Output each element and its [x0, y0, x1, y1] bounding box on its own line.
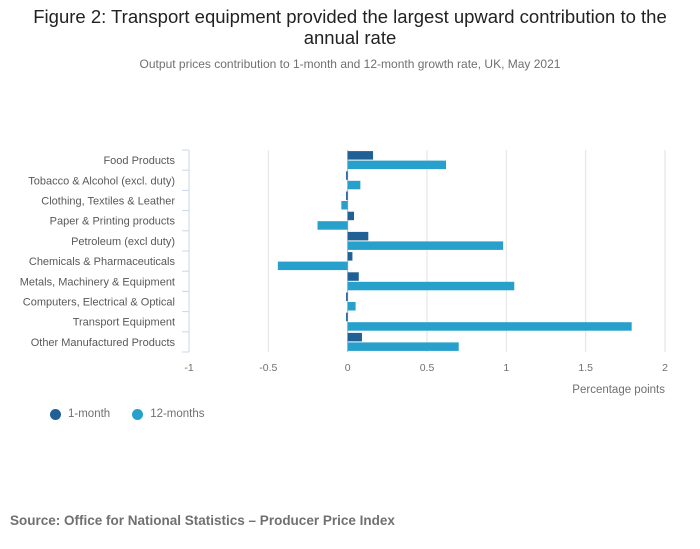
x-tick-label: 2: [662, 362, 668, 374]
bar-12-months[interactable]: [347, 342, 459, 351]
bar-1-month[interactable]: [347, 272, 359, 281]
bar-12-months[interactable]: [341, 201, 348, 210]
bar-12-months[interactable]: [347, 160, 447, 170]
legend-label: 1-month: [68, 408, 111, 420]
bar-1-month[interactable]: [347, 231, 369, 241]
bar-1-month[interactable]: [346, 191, 348, 201]
category-label: Metals, Machinery & Equipment: [20, 276, 175, 288]
bar-12-months[interactable]: [347, 322, 632, 331]
bar-1-month[interactable]: [347, 151, 374, 160]
category-label: Other Manufactured Products: [31, 337, 176, 349]
chart-subtitle: Output prices contribution to 1-month an…: [139, 57, 561, 71]
bar-1-month[interactable]: [347, 332, 362, 342]
x-tick-label: 1: [503, 362, 509, 374]
source-note: Source: Office for National Statistics –…: [10, 513, 395, 528]
gridlines: [267, 150, 666, 352]
category-label: Petroleum (excl duty): [71, 236, 175, 248]
legend-label: 12-months: [150, 408, 205, 420]
x-tick-label: 0: [345, 362, 351, 374]
bar-1-month[interactable]: [346, 171, 348, 180]
category-label: Food Products: [103, 155, 175, 167]
bar-chart: Food Products Tobacco & Alcohol (excl. du…: [20, 149, 668, 396]
x-tick-label: 1.5: [578, 362, 593, 374]
bar-1-month[interactable]: [347, 211, 355, 221]
legend-swatch-12-months: [132, 408, 144, 420]
bar-12-months[interactable]: [347, 281, 515, 291]
bars: [277, 151, 632, 351]
bar-1-month[interactable]: [347, 252, 353, 261]
bar-1-month[interactable]: [346, 292, 348, 302]
category-label: Transport Equipment: [73, 317, 175, 329]
legend: 1-month 12-months: [50, 408, 205, 420]
x-tick-label: -0.5: [259, 362, 277, 374]
x-axis-title: Percentage points: [572, 384, 665, 396]
category-label: Computers, Electrical & Optical: [23, 297, 175, 309]
x-tick-label: 0.5: [420, 362, 435, 374]
legend-item-1-month[interactable]: 1-month: [50, 408, 110, 420]
x-tick-label: -1: [184, 362, 193, 374]
bar-12-months[interactable]: [317, 221, 348, 230]
category-label: Chemicals & Pharmaceuticals: [29, 256, 176, 268]
legend-item-12-months[interactable]: 12-months: [132, 408, 205, 420]
legend-swatch-1-month: [50, 408, 61, 420]
category-label: Paper & Printing products: [50, 216, 176, 228]
bar-12-months[interactable]: [277, 261, 348, 271]
bar-12-months[interactable]: [347, 302, 356, 311]
bar-12-months[interactable]: [347, 180, 361, 190]
category-label: Clothing, Textiles & Leather: [41, 196, 175, 208]
bar-1-month[interactable]: [346, 312, 348, 322]
x-axis-tick-labels: -1 -0.5 0 0.5 1 1.5 2: [184, 362, 668, 374]
category-label: Tobacco & Alcohol (excl. duty): [28, 175, 175, 187]
bar-12-months[interactable]: [347, 241, 504, 250]
y-axis: Food Products Tobacco & Alcohol (excl. du…: [20, 149, 190, 353]
chart-title: Figure 2: Transport equipment provided t…: [33, 6, 667, 48]
